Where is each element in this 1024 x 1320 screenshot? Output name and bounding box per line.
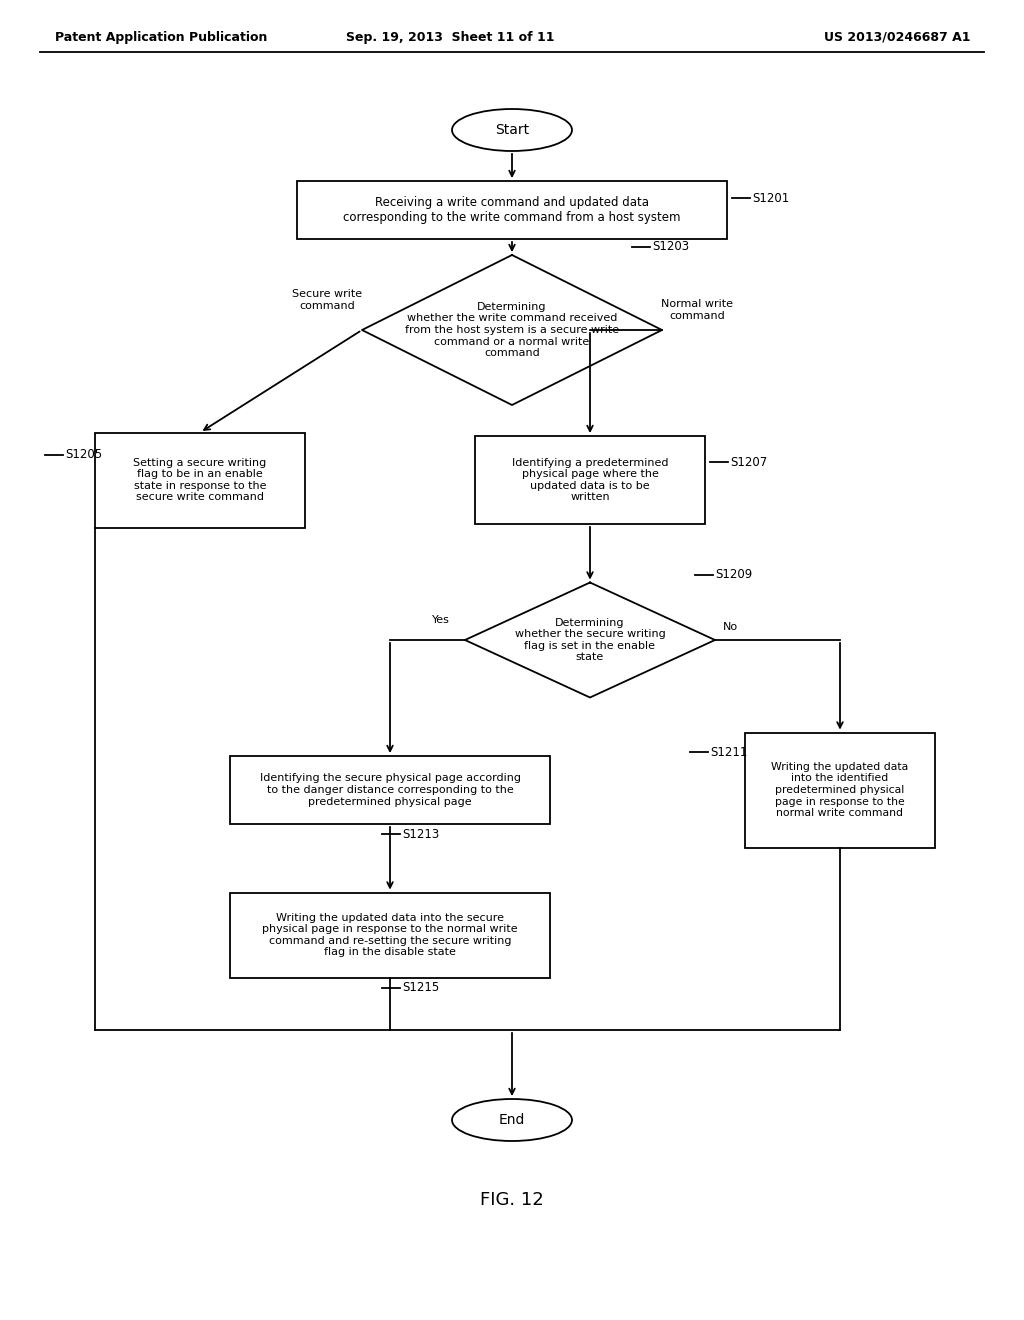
FancyBboxPatch shape: [230, 756, 550, 824]
Text: Identifying a predetermined
physical page where the
updated data is to be
writte: Identifying a predetermined physical pag…: [512, 458, 669, 503]
Text: US 2013/0246687 A1: US 2013/0246687 A1: [823, 30, 970, 44]
FancyBboxPatch shape: [230, 892, 550, 978]
FancyBboxPatch shape: [475, 436, 705, 524]
Text: S1209: S1209: [715, 568, 753, 581]
Text: Writing the updated data into the secure
physical page in response to the normal: Writing the updated data into the secure…: [262, 912, 518, 957]
Text: S1215: S1215: [402, 981, 439, 994]
Ellipse shape: [452, 110, 572, 150]
Text: S1207: S1207: [730, 455, 767, 469]
FancyBboxPatch shape: [95, 433, 305, 528]
Text: Yes: Yes: [432, 615, 450, 624]
Text: End: End: [499, 1113, 525, 1127]
Text: Sep. 19, 2013  Sheet 11 of 11: Sep. 19, 2013 Sheet 11 of 11: [346, 30, 554, 44]
Text: Receiving a write command and updated data
corresponding to the write command fr: Receiving a write command and updated da…: [343, 195, 681, 224]
Text: Determining
whether the write command received
from the host system is a secure : Determining whether the write command re…: [404, 302, 620, 358]
Text: FIG. 12: FIG. 12: [480, 1191, 544, 1209]
Text: Writing the updated data
into the identified
predetermined physical
page in resp: Writing the updated data into the identi…: [771, 762, 908, 818]
Text: S1201: S1201: [752, 191, 790, 205]
Text: Setting a secure writing
flag to be in an enable
state in response to the
secure: Setting a secure writing flag to be in a…: [133, 458, 266, 503]
Text: No: No: [723, 622, 738, 632]
Text: Patent Application Publication: Patent Application Publication: [55, 30, 267, 44]
Text: Identifying the secure physical page according
to the danger distance correspond: Identifying the secure physical page acc…: [259, 774, 520, 807]
Text: Normal write
command: Normal write command: [662, 300, 733, 321]
FancyBboxPatch shape: [297, 181, 727, 239]
FancyBboxPatch shape: [745, 733, 935, 847]
Text: Start: Start: [495, 123, 529, 137]
Text: Secure write
command: Secure write command: [292, 289, 362, 310]
Text: S1205: S1205: [65, 449, 102, 462]
Text: S1213: S1213: [402, 828, 439, 841]
Ellipse shape: [452, 1100, 572, 1140]
Text: S1211: S1211: [710, 746, 748, 759]
Text: S1203: S1203: [652, 240, 689, 253]
Text: Determining
whether the secure writing
flag is set in the enable
state: Determining whether the secure writing f…: [515, 618, 666, 663]
